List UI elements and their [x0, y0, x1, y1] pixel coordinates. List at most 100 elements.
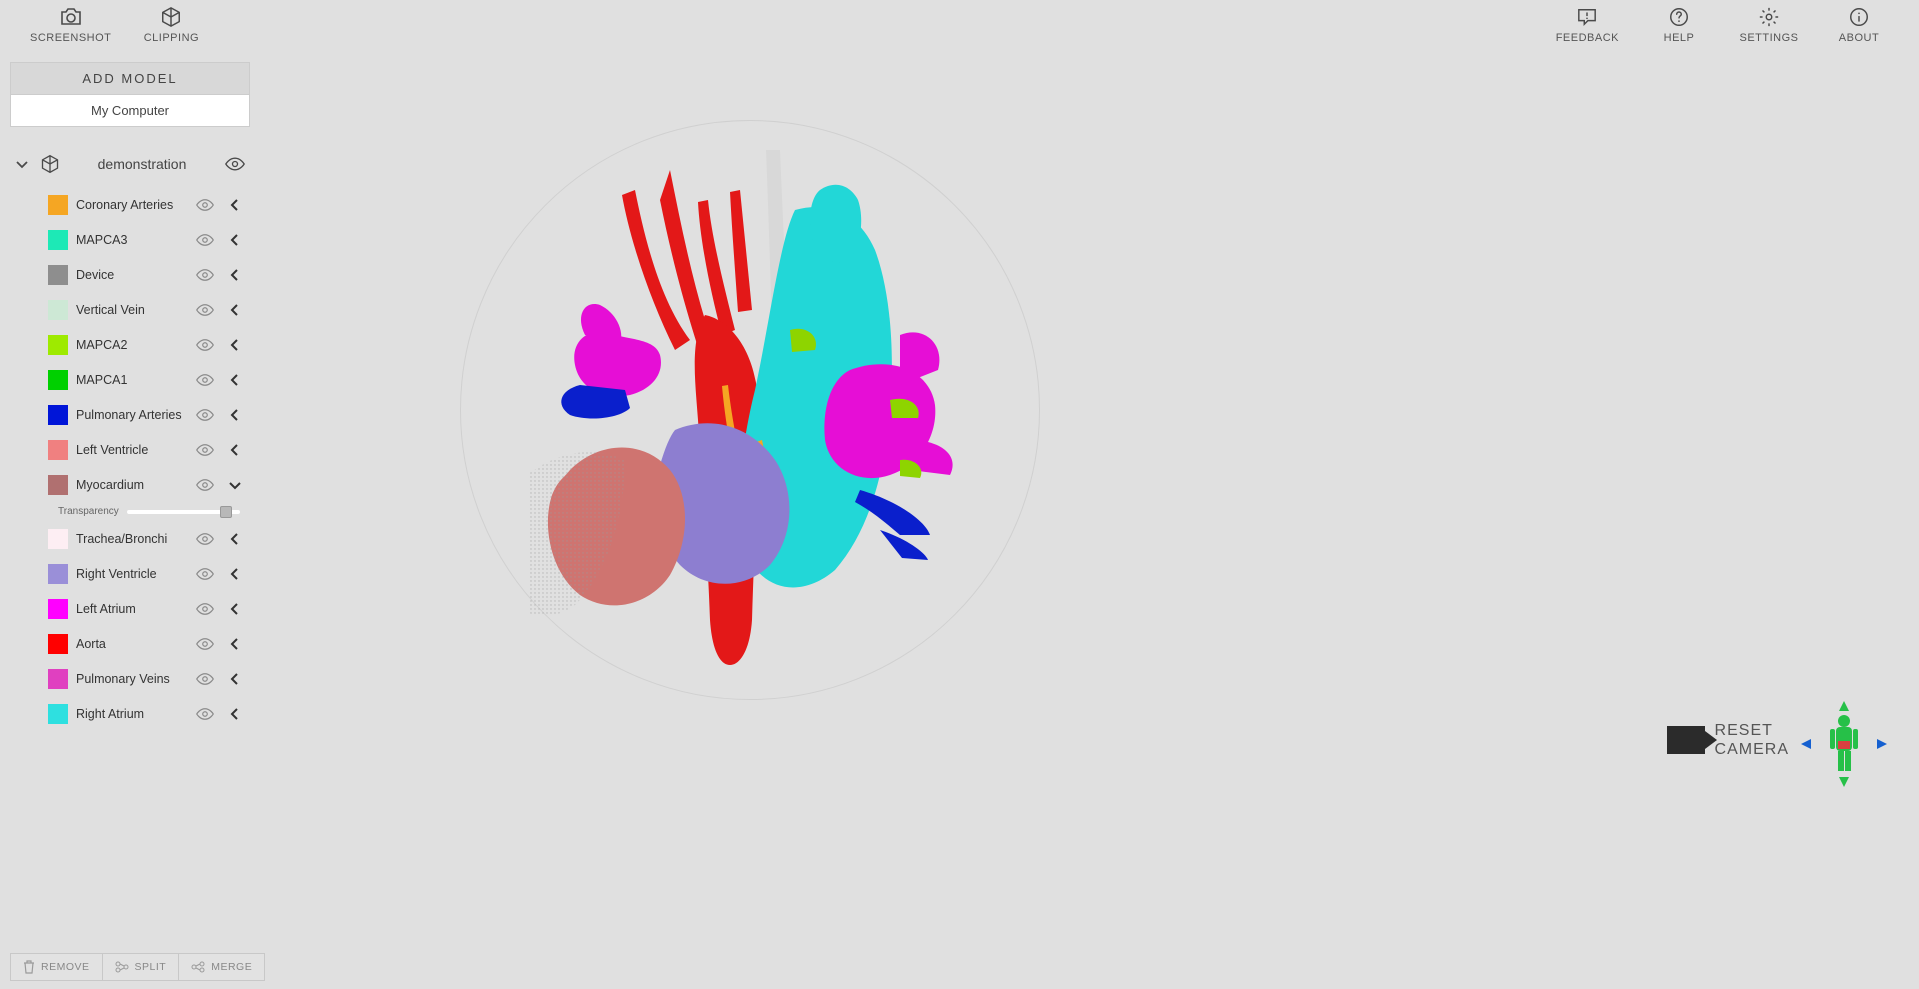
layer-visibility-icon[interactable]: [194, 474, 216, 496]
layer-row[interactable]: Left Atrium: [10, 591, 250, 626]
chevron-left-icon[interactable]: [224, 229, 246, 251]
merge-label: MERGE: [211, 961, 252, 973]
layer-visibility-icon[interactable]: [194, 264, 216, 286]
layer-visibility-icon[interactable]: [194, 563, 216, 585]
chevron-left-icon[interactable]: [224, 334, 246, 356]
chevron-left-icon[interactable]: [224, 439, 246, 461]
screenshot-label: SCREENSHOT: [30, 32, 111, 44]
layer-visibility-icon[interactable]: [194, 528, 216, 550]
layer-visibility-icon[interactable]: [194, 703, 216, 725]
layer-row[interactable]: MAPCA2: [10, 327, 250, 362]
model-cube-icon: [40, 154, 60, 174]
layer-color-swatch[interactable]: [48, 475, 68, 495]
clipping-label: CLIPPING: [144, 32, 199, 44]
model-visibility-icon[interactable]: [224, 153, 246, 175]
merge-button[interactable]: MERGE: [179, 954, 264, 980]
viewport-3d[interactable]: [260, 50, 1919, 989]
split-button[interactable]: SPLIT: [103, 954, 180, 980]
camera-solid-icon: [1667, 726, 1705, 754]
layer-label: MAPCA1: [76, 373, 186, 387]
sidebar-panel: ADD MODEL My Computer demonstration Coro…: [10, 62, 250, 731]
layer-color-swatch[interactable]: [48, 564, 68, 584]
layer-label: Left Ventricle: [76, 443, 186, 457]
layer-label: Myocardium: [76, 478, 186, 492]
settings-button[interactable]: SETTINGS: [1739, 6, 1799, 50]
chevron-left-icon[interactable]: [224, 369, 246, 391]
layer-visibility-icon[interactable]: [194, 668, 216, 690]
layer-color-swatch[interactable]: [48, 230, 68, 250]
layer-color-swatch[interactable]: [48, 405, 68, 425]
layer-row[interactable]: Pulmonary Arteries: [10, 397, 250, 432]
layer-color-swatch[interactable]: [48, 704, 68, 724]
layer-row[interactable]: MAPCA1: [10, 362, 250, 397]
feedback-button[interactable]: FEEDBACK: [1556, 6, 1619, 50]
chevron-left-icon[interactable]: [224, 299, 246, 321]
layer-row[interactable]: Aorta: [10, 626, 250, 661]
about-button[interactable]: ABOUT: [1829, 6, 1889, 50]
layer-color-swatch[interactable]: [48, 634, 68, 654]
remove-label: REMOVE: [41, 961, 90, 973]
remove-button[interactable]: REMOVE: [11, 954, 103, 980]
layer-row[interactable]: Pulmonary Veins: [10, 661, 250, 696]
reset-camera-button[interactable]: RESET CAMERA: [1667, 721, 1789, 759]
chevron-left-icon[interactable]: [224, 598, 246, 620]
layer-visibility-icon[interactable]: [194, 598, 216, 620]
collapse-model-icon[interactable]: [14, 156, 30, 172]
layer-row[interactable]: Myocardium: [10, 467, 250, 502]
add-model-header: ADD MODEL: [10, 62, 250, 95]
layer-visibility-icon[interactable]: [194, 229, 216, 251]
layer-color-swatch[interactable]: [48, 370, 68, 390]
layer-color-swatch[interactable]: [48, 669, 68, 689]
layer-label: MAPCA2: [76, 338, 186, 352]
chevron-left-icon[interactable]: [224, 194, 246, 216]
chevron-left-icon[interactable]: [224, 703, 246, 725]
layer-row[interactable]: Vertical Vein: [10, 292, 250, 327]
toolbar-left-group: SCREENSHOT CLIPPING: [30, 6, 201, 50]
layer-visibility-icon[interactable]: [194, 404, 216, 426]
layer-visibility-icon[interactable]: [194, 369, 216, 391]
layer-label: Coronary Arteries: [76, 198, 186, 212]
feedback-label: FEEDBACK: [1556, 32, 1619, 44]
split-icon: [115, 961, 129, 973]
chevron-left-icon[interactable]: [224, 668, 246, 690]
layer-visibility-icon[interactable]: [194, 439, 216, 461]
layer-row[interactable]: Right Ventricle: [10, 556, 250, 591]
layer-row[interactable]: Right Atrium: [10, 696, 250, 731]
layer-label: Pulmonary Arteries: [76, 408, 186, 422]
chevron-left-icon[interactable]: [224, 264, 246, 286]
my-computer-button[interactable]: My Computer: [10, 95, 250, 127]
chevron-down-icon[interactable]: [224, 474, 246, 496]
layer-color-swatch[interactable]: [48, 440, 68, 460]
merge-icon: [191, 961, 205, 973]
reset-camera-label: RESET CAMERA: [1715, 721, 1789, 759]
chevron-left-icon[interactable]: [224, 404, 246, 426]
screenshot-button[interactable]: SCREENSHOT: [30, 6, 111, 50]
slider-thumb[interactable]: [220, 506, 232, 518]
layer-color-swatch[interactable]: [48, 599, 68, 619]
layer-row[interactable]: MAPCA3: [10, 222, 250, 257]
layer-color-swatch[interactable]: [48, 335, 68, 355]
layer-color-swatch[interactable]: [48, 300, 68, 320]
chevron-left-icon[interactable]: [224, 563, 246, 585]
gear-icon: [1758, 6, 1780, 28]
clipping-button[interactable]: CLIPPING: [141, 6, 201, 50]
layer-color-swatch[interactable]: [48, 265, 68, 285]
layer-row[interactable]: Left Ventricle: [10, 432, 250, 467]
reset-camera-line1: RESET: [1715, 721, 1789, 740]
layer-row[interactable]: Device: [10, 257, 250, 292]
layer-visibility-icon[interactable]: [194, 334, 216, 356]
help-button[interactable]: HELP: [1649, 6, 1709, 50]
orientation-widget[interactable]: [1799, 699, 1889, 789]
layer-row[interactable]: Trachea/Bronchi: [10, 521, 250, 556]
layer-color-swatch[interactable]: [48, 195, 68, 215]
layer-visibility-icon[interactable]: [194, 299, 216, 321]
layer-label: Right Atrium: [76, 707, 186, 721]
layer-color-swatch[interactable]: [48, 529, 68, 549]
layer-visibility-icon[interactable]: [194, 633, 216, 655]
chevron-left-icon[interactable]: [224, 633, 246, 655]
layer-row[interactable]: Coronary Arteries: [10, 187, 250, 222]
chevron-left-icon[interactable]: [224, 528, 246, 550]
layer-visibility-icon[interactable]: [194, 194, 216, 216]
transparency-slider[interactable]: [127, 510, 240, 514]
about-label: ABOUT: [1839, 32, 1879, 44]
